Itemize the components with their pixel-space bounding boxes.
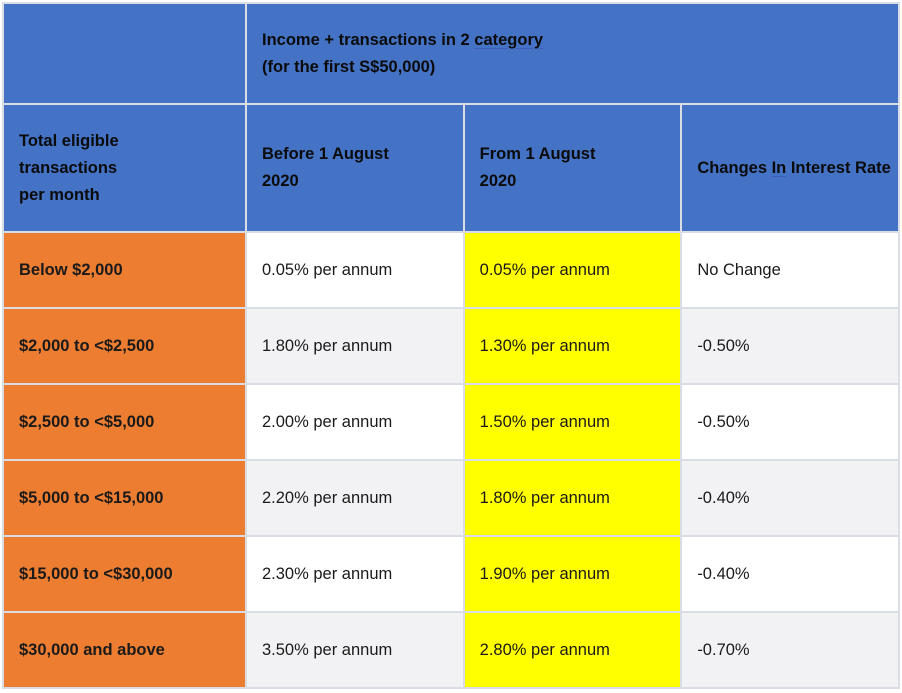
table-row: $2,500 to <$5,000 2.00% per annum 1.50% …: [2, 383, 900, 461]
table-row: $15,000 to <$30,000 2.30% per annum 1.90…: [2, 535, 900, 613]
header-empty-cell: [2, 2, 247, 105]
tier-cell: $2,000 to <$2,500: [2, 307, 247, 385]
rate-from-cell: 1.80% per annum: [462, 459, 683, 537]
rate-before-cell: 0.05% per annum: [245, 231, 465, 309]
rate-before-cell: 2.20% per annum: [245, 459, 465, 537]
rate-before-cell: 2.30% per annum: [245, 535, 465, 613]
rate-from-cell: 0.05% per annum: [462, 231, 683, 309]
column-header-changes: Changes In Interest Rate: [680, 103, 900, 233]
rate-change-cell: -0.50%: [680, 383, 900, 461]
rate-before-cell: 1.80% per annum: [245, 307, 465, 385]
tier-cell: $15,000 to <$30,000: [2, 535, 247, 613]
header-category-cell: Income + transactions in 2 category (for…: [245, 2, 900, 105]
rate-from-cell: 1.50% per annum: [462, 383, 683, 461]
rate-before-cell: 2.00% per annum: [245, 383, 465, 461]
rate-change-cell: -0.70%: [680, 611, 900, 689]
tier-cell: $2,500 to <$5,000: [2, 383, 247, 461]
tier-cell: $30,000 and above: [2, 611, 247, 689]
rate-before-cell: 3.50% per annum: [245, 611, 465, 689]
header-category-line2: (for the first S$50,000): [262, 57, 436, 76]
rate-change-cell: -0.40%: [680, 459, 900, 537]
tier-cell: Below $2,000: [2, 231, 247, 309]
table-row: $2,000 to <$2,500 1.80% per annum 1.30% …: [2, 307, 900, 385]
rate-from-cell: 2.80% per annum: [462, 611, 683, 689]
table-row: $30,000 and above 3.50% per annum 2.80% …: [2, 611, 900, 689]
rate-change-cell: -0.50%: [680, 307, 900, 385]
column-header-from: From 1 August 2020: [462, 103, 683, 233]
table-header-row-top: Income + transactions in 2 category (for…: [2, 2, 900, 105]
tier-cell: $5,000 to <$15,000: [2, 459, 247, 537]
rate-from-cell: 1.90% per annum: [462, 535, 683, 613]
table-header-row-columns: Total eligible transactions per month Be…: [2, 103, 900, 233]
table-row: Below $2,000 0.05% per annum 0.05% per a…: [2, 231, 900, 309]
rate-change-cell: -0.40%: [680, 535, 900, 613]
rate-from-cell: 1.30% per annum: [462, 307, 683, 385]
column-header-before: Before 1 August 2020: [245, 103, 465, 233]
rate-change-cell: No Change: [680, 231, 900, 309]
header-category-line1: Income + transactions in 2 category: [262, 30, 544, 49]
column-header-tier: Total eligible transactions per month: [2, 103, 247, 233]
table-row: $5,000 to <$15,000 2.20% per annum 1.80%…: [2, 459, 900, 537]
